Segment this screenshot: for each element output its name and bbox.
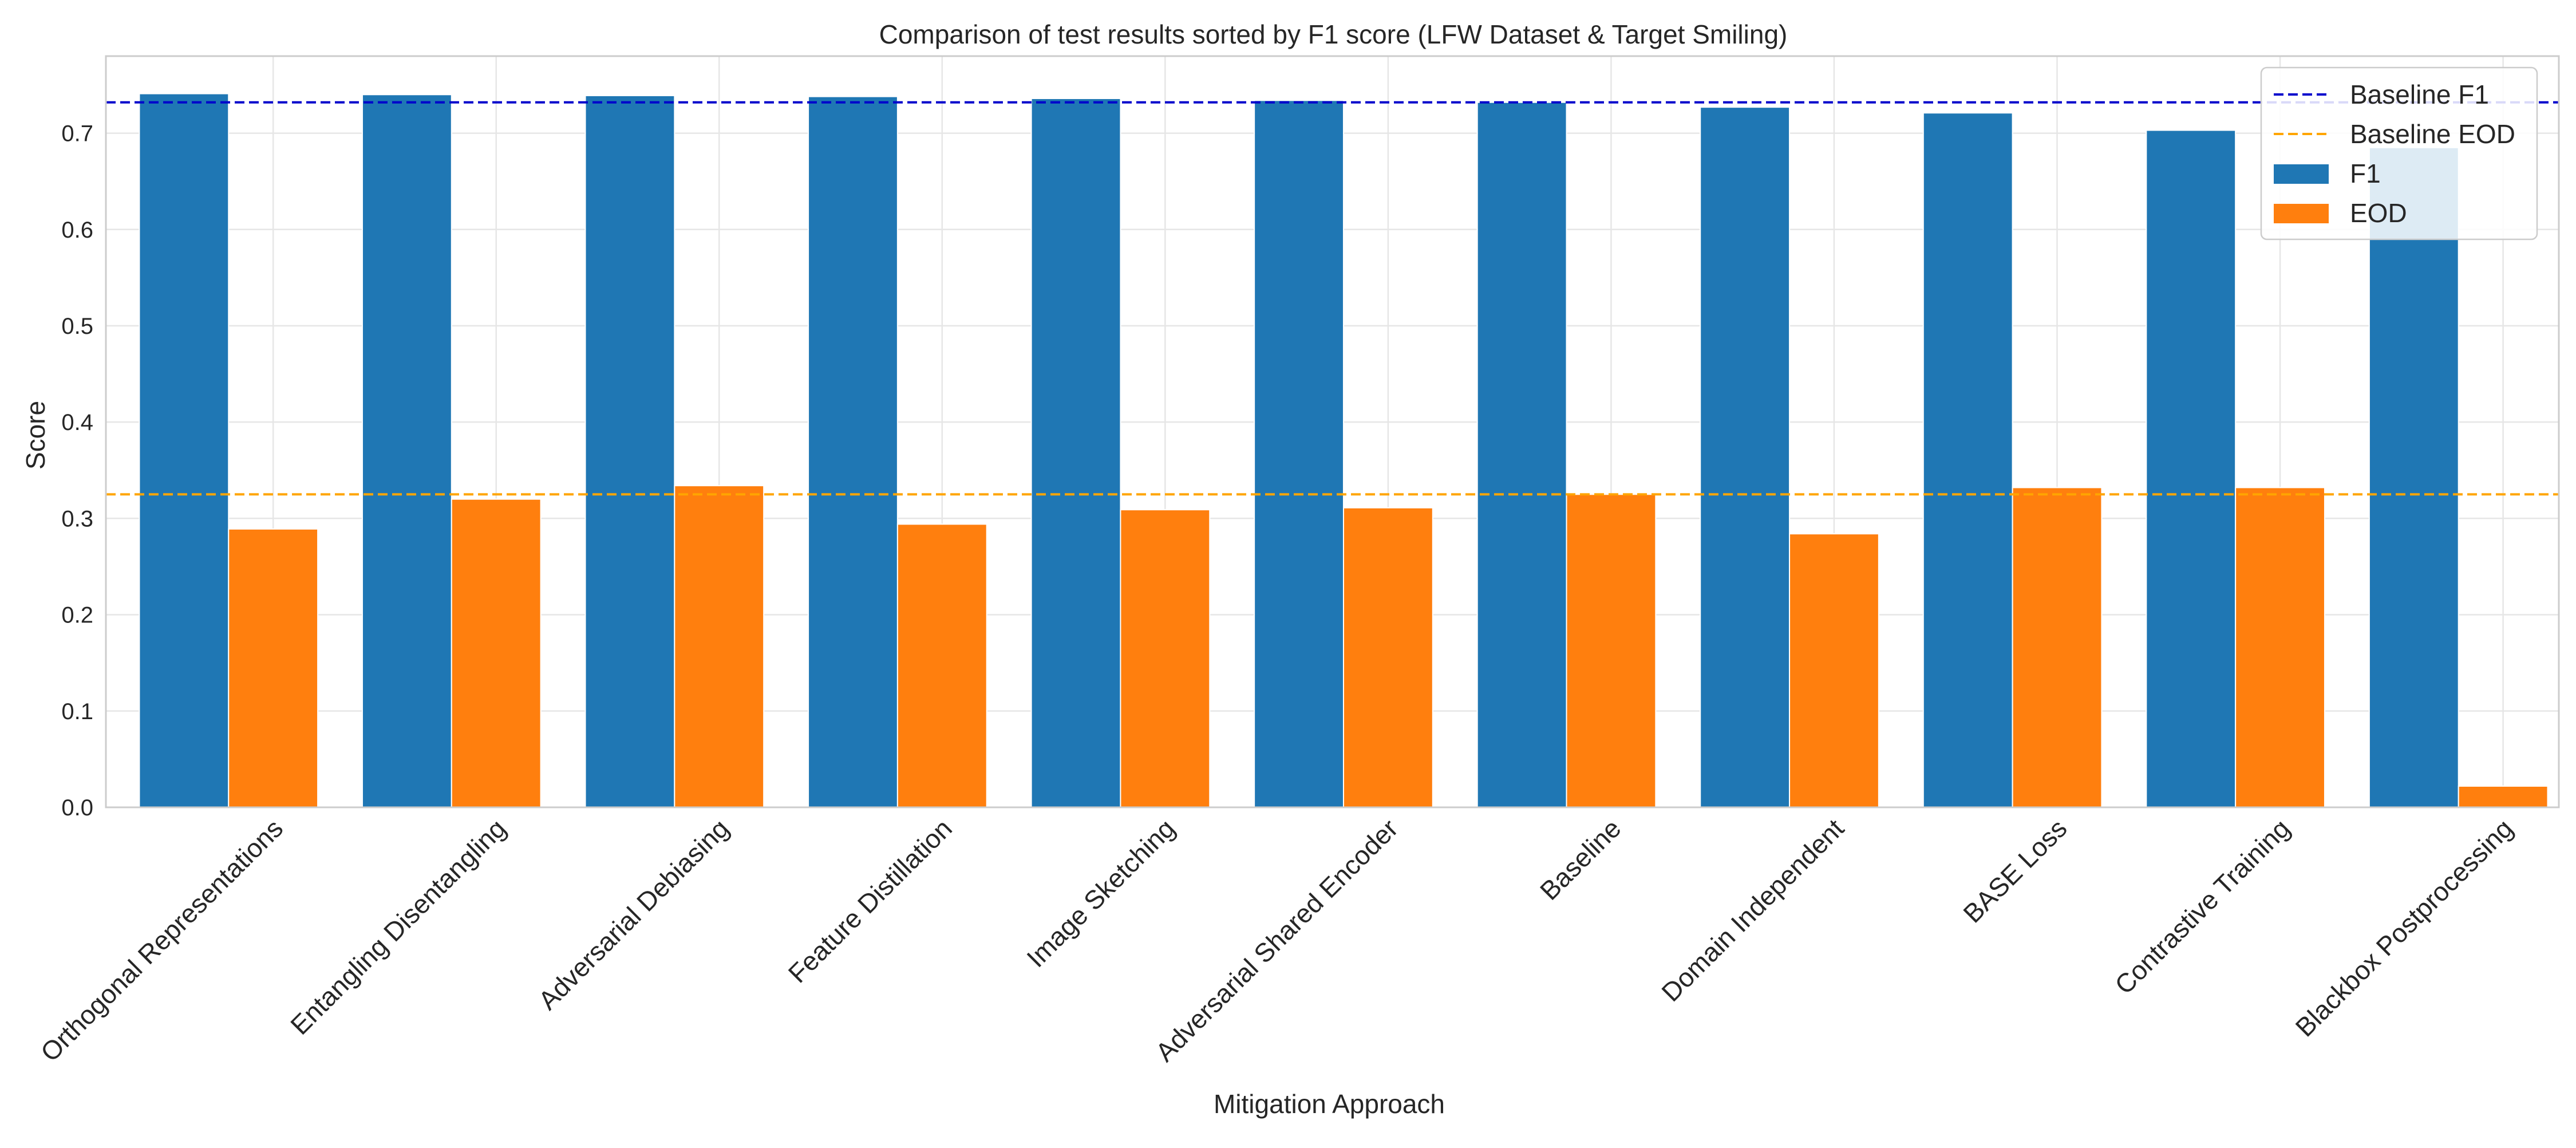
bar-eod-2 bbox=[674, 485, 765, 808]
y-tick-label: 0.0 bbox=[61, 795, 93, 820]
bar-f1-5 bbox=[1254, 100, 1344, 808]
legend-box bbox=[2260, 66, 2538, 240]
bar-f1-7 bbox=[1700, 106, 1791, 808]
bar-eod-4 bbox=[1120, 509, 1211, 808]
plot-frame bbox=[105, 55, 2560, 808]
x-tick-label: Adversarial Debiasing bbox=[532, 813, 734, 1015]
x-tick-label: Blackbox Postprocessing bbox=[2290, 813, 2519, 1042]
x-tick-label: Baseline bbox=[1534, 813, 1627, 906]
chart-title: Comparison of test results sorted by F1 … bbox=[879, 19, 1788, 49]
bar-f1-6 bbox=[1476, 101, 1567, 808]
legend-label: F1 bbox=[2350, 159, 2381, 188]
legend-label: Baseline EOD bbox=[2350, 119, 2515, 149]
x-tick-label: Adversarial Shared Encoder bbox=[1149, 813, 1404, 1067]
legend-swatch bbox=[2274, 164, 2329, 184]
bar-f1-10 bbox=[2368, 147, 2459, 808]
reference-lines bbox=[106, 101, 2559, 496]
bar-eod-1 bbox=[451, 498, 542, 808]
bar-eod-0 bbox=[228, 528, 319, 808]
x-axis-label: Mitigation Approach bbox=[1214, 1089, 1445, 1119]
y-tick-label: 0.2 bbox=[61, 603, 93, 628]
y-axis-label: Score bbox=[21, 401, 50, 470]
y-tick-labels: 0.0 0.1 0.2 0.3 0.4 0.5 0.6 0.7 bbox=[61, 121, 93, 820]
x-tick-label: Entangling Disentangling bbox=[285, 813, 512, 1040]
y-tick-label: 0.1 bbox=[61, 699, 93, 724]
y-tick-label: 0.4 bbox=[61, 410, 93, 435]
bar-f1-0 bbox=[139, 93, 230, 808]
legend: Baseline F1 Baseline EOD F1 EOD bbox=[2260, 66, 2538, 240]
y-tick-label: 0.7 bbox=[61, 121, 93, 147]
x-tick-label: Image Sketching bbox=[1021, 813, 1180, 973]
y-tick-label: 0.5 bbox=[61, 314, 93, 339]
bar-eod-5 bbox=[1342, 507, 1433, 808]
x-tick-label: Domain Independent bbox=[1656, 813, 1850, 1007]
legend-label: Baseline F1 bbox=[2350, 80, 2489, 109]
bar-f1-4 bbox=[1030, 98, 1121, 808]
legend-swatch bbox=[2274, 204, 2329, 223]
bar-f1-1 bbox=[361, 94, 452, 808]
bar-f1-8 bbox=[1922, 112, 2013, 808]
bar-eod-7 bbox=[1789, 533, 1879, 808]
bar-eod-10 bbox=[2458, 785, 2549, 808]
legend-label: EOD bbox=[2350, 198, 2407, 228]
bar-f1-9 bbox=[2146, 129, 2237, 808]
x-tick-label: Contrastive Training bbox=[2109, 813, 2296, 1000]
bar-f1-2 bbox=[584, 94, 675, 808]
x-tick-label: BASE Loss bbox=[1957, 813, 2072, 928]
bars bbox=[139, 93, 2549, 808]
x-tick-label: Feature Distillation bbox=[783, 813, 958, 988]
x-tick-label: Orthogonal Representations bbox=[35, 813, 289, 1067]
bar-eod-9 bbox=[2235, 487, 2325, 808]
axes bbox=[105, 55, 2560, 808]
y-tick-label: 0.3 bbox=[61, 506, 93, 531]
bar-eod-3 bbox=[896, 523, 987, 808]
bar-f1-3 bbox=[808, 96, 898, 808]
bar-eod-8 bbox=[2012, 487, 2103, 808]
bar-eod-6 bbox=[1566, 494, 1657, 808]
y-tick-label: 0.6 bbox=[61, 218, 93, 243]
